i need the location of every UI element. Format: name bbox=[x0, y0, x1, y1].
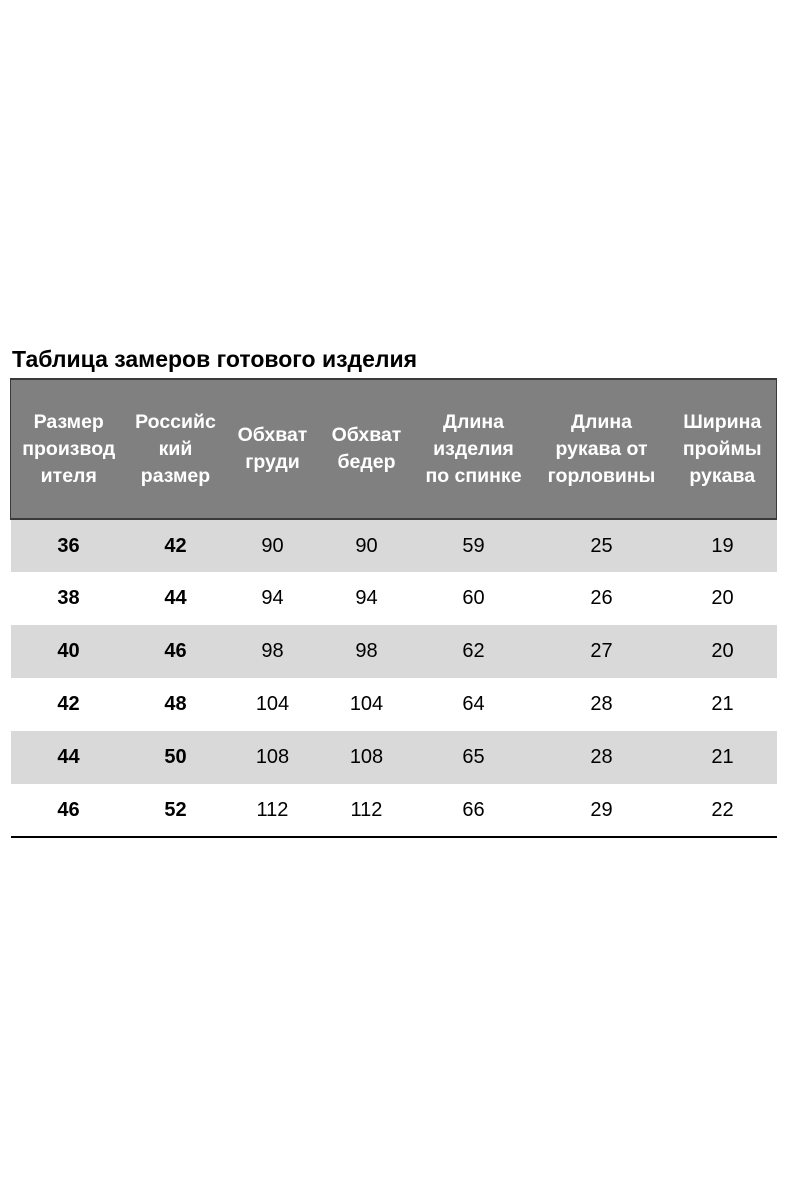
table-row: 46 52 112 112 66 29 22 bbox=[10, 784, 777, 838]
header-line: груди bbox=[245, 451, 300, 473]
cell-manufacturer-size: 42 bbox=[10, 678, 127, 731]
cell-back-length: 59 bbox=[412, 519, 535, 572]
cell-manufacturer-size: 40 bbox=[10, 625, 127, 678]
cell-back-length: 64 bbox=[412, 678, 535, 731]
cell-hips: 98 bbox=[320, 625, 413, 678]
table-body: 36 42 90 90 59 25 19 38 44 94 94 60 26 2… bbox=[10, 519, 777, 838]
header-line: Обхват bbox=[331, 424, 402, 446]
cell-manufacturer-size: 36 bbox=[10, 519, 127, 572]
header-russian-size: Российс кий размер bbox=[126, 378, 225, 520]
cell-sleeve-length: 28 bbox=[534, 731, 669, 784]
cell-hips: 112 bbox=[320, 784, 413, 838]
header-back-length: Длина изделия по спинке bbox=[412, 378, 535, 520]
cell-armhole-width: 20 bbox=[668, 625, 777, 678]
cell-hips: 104 bbox=[320, 678, 413, 731]
page-title: Таблица замеров готового изделия bbox=[12, 346, 418, 372]
cell-russian-size: 46 bbox=[126, 625, 225, 678]
cell-sleeve-length: 27 bbox=[534, 625, 669, 678]
header-line: кий bbox=[158, 437, 193, 460]
cell-russian-size: 48 bbox=[126, 678, 225, 731]
table-row: 36 42 90 90 59 25 19 bbox=[10, 519, 777, 572]
header-line: горловины bbox=[547, 464, 656, 487]
cell-armhole-width: 21 bbox=[668, 731, 777, 784]
cell-russian-size: 52 bbox=[126, 784, 225, 838]
cell-sleeve-length: 26 bbox=[534, 572, 669, 625]
cell-hips: 108 bbox=[320, 731, 413, 784]
header-line: Обхват bbox=[237, 424, 308, 446]
header-line: производ bbox=[22, 437, 116, 460]
cell-back-length: 60 bbox=[412, 572, 535, 625]
cell-back-length: 62 bbox=[412, 625, 535, 678]
cell-chest: 108 bbox=[224, 731, 321, 784]
header-line: ителя bbox=[40, 464, 97, 487]
cell-chest: 90 bbox=[224, 519, 321, 572]
cell-sleeve-length: 28 bbox=[534, 678, 669, 731]
cell-armhole-width: 19 bbox=[668, 519, 777, 572]
header-line: Размер bbox=[33, 410, 104, 433]
header-line: Ширина bbox=[683, 410, 762, 433]
table-row: 38 44 94 94 60 26 20 bbox=[10, 572, 777, 625]
header-sleeve-length: Длина рукава от горловины bbox=[534, 378, 669, 520]
header-line: по спинке bbox=[425, 464, 522, 487]
header-manufacturer-size: Размер производ ителя bbox=[10, 378, 127, 520]
size-chart-table: Размер производ ителя Российс кий размер… bbox=[10, 378, 777, 838]
cell-russian-size: 44 bbox=[126, 572, 225, 625]
header-armhole-width: Ширина проймы рукава bbox=[668, 378, 777, 520]
table-row: 42 48 104 104 64 28 21 bbox=[10, 678, 777, 731]
cell-chest: 98 bbox=[224, 625, 321, 678]
header-row: Размер производ ителя Российс кий размер… bbox=[10, 378, 777, 520]
cell-chest: 112 bbox=[224, 784, 321, 838]
header-line: Длина bbox=[571, 410, 632, 433]
header-line: проймы bbox=[682, 437, 762, 460]
cell-chest: 94 bbox=[224, 572, 321, 625]
cell-back-length: 65 bbox=[412, 731, 535, 784]
header-line: изделия bbox=[433, 437, 514, 460]
header-chest: Обхват груди bbox=[224, 378, 321, 520]
cell-armhole-width: 20 bbox=[668, 572, 777, 625]
cell-back-length: 66 bbox=[412, 784, 535, 838]
header-line: размер bbox=[140, 464, 211, 487]
header-line: рукава bbox=[689, 464, 756, 487]
cell-manufacturer-size: 38 bbox=[10, 572, 127, 625]
table-header: Размер производ ителя Российс кий размер… bbox=[10, 378, 777, 520]
header-line: рукава от bbox=[555, 437, 648, 460]
header-hips: Обхват бедер bbox=[320, 378, 413, 520]
header-line: Российс bbox=[135, 410, 216, 433]
cell-sleeve-length: 25 bbox=[534, 519, 669, 572]
cell-sleeve-length: 29 bbox=[534, 784, 669, 838]
table-row: 44 50 108 108 65 28 21 bbox=[10, 731, 777, 784]
cell-armhole-width: 21 bbox=[668, 678, 777, 731]
cell-manufacturer-size: 46 bbox=[10, 784, 127, 838]
cell-manufacturer-size: 44 bbox=[10, 731, 127, 784]
cell-russian-size: 42 bbox=[126, 519, 225, 572]
header-line: Длина bbox=[443, 410, 504, 433]
table-row: 40 46 98 98 62 27 20 bbox=[10, 625, 777, 678]
cell-chest: 104 bbox=[224, 678, 321, 731]
cell-armhole-width: 22 bbox=[668, 784, 777, 838]
cell-hips: 90 bbox=[320, 519, 413, 572]
cell-hips: 94 bbox=[320, 572, 413, 625]
cell-russian-size: 50 bbox=[126, 731, 225, 784]
header-line: бедер bbox=[337, 451, 396, 473]
